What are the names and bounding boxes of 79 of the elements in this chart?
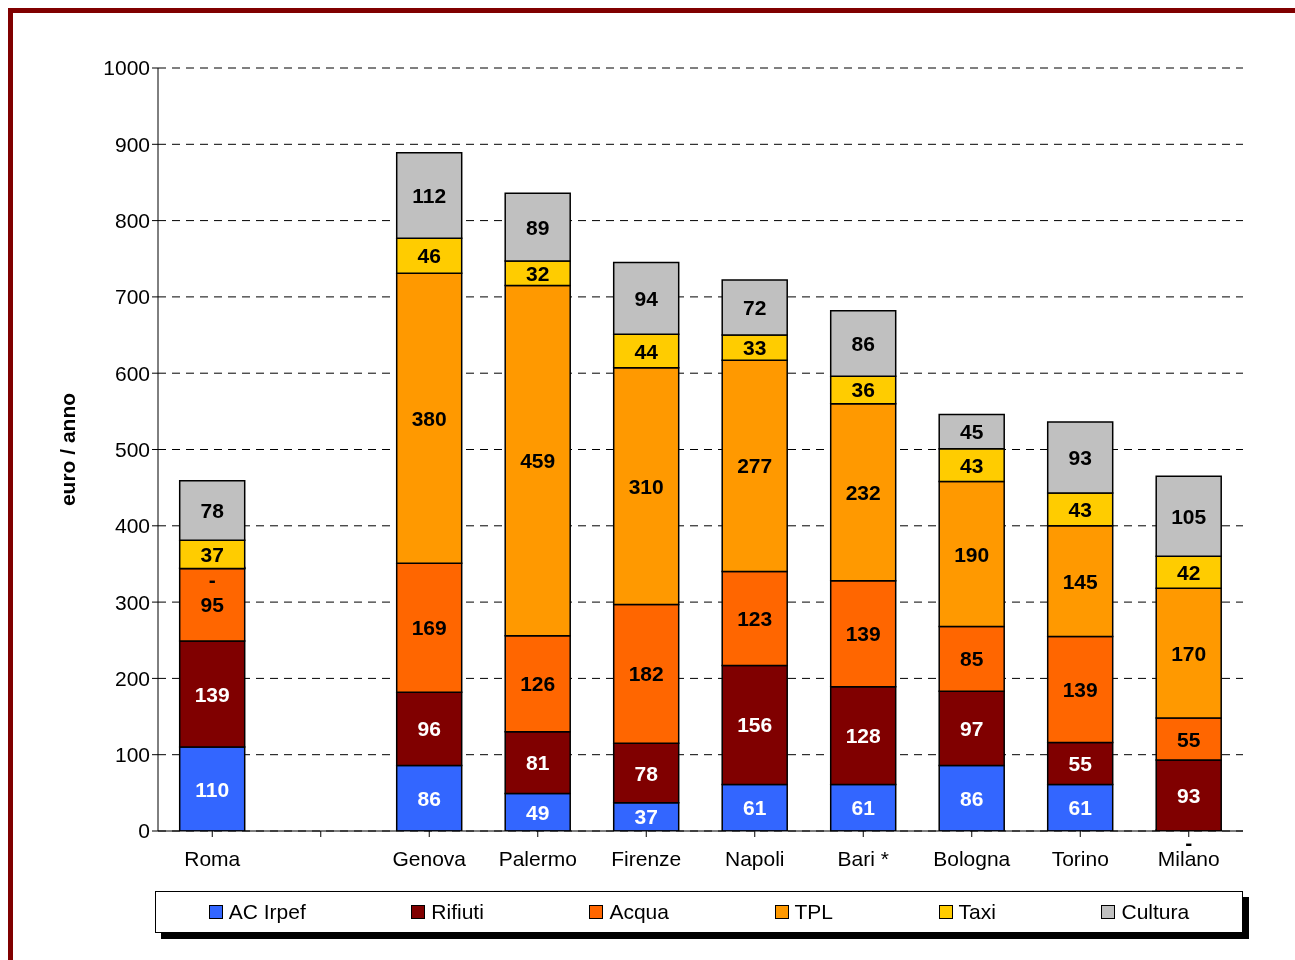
x-tick-label: Bari * xyxy=(837,846,889,870)
data-label: 44 xyxy=(634,339,659,363)
data-label: 86 xyxy=(960,786,984,810)
data-label: - xyxy=(208,568,216,592)
x-tick-label: Napoli xyxy=(724,846,785,870)
legend-label: Acqua xyxy=(609,900,669,924)
data-label: 37 xyxy=(634,805,658,829)
data-label: 277 xyxy=(737,454,773,478)
data-label: 145 xyxy=(1062,569,1099,593)
data-label: 61 xyxy=(1068,796,1093,820)
data-label: 89 xyxy=(526,215,550,239)
data-label: 95 xyxy=(200,593,225,617)
y-tick-label: 700 xyxy=(114,285,150,309)
data-label: 55 xyxy=(1177,727,1201,751)
data-label: 61 xyxy=(743,796,767,820)
y-tick-label: 800 xyxy=(114,209,150,233)
data-label: 86 xyxy=(851,331,875,355)
data-label: 156 xyxy=(737,713,773,737)
data-label: 37 xyxy=(200,542,224,566)
data-label: 42 xyxy=(1177,560,1201,584)
y-tick-label: 200 xyxy=(114,666,150,690)
data-label: 33 xyxy=(743,336,767,360)
data-label: 45 xyxy=(960,420,984,444)
data-label: 232 xyxy=(845,480,881,504)
y-axis-title: euro / anno xyxy=(56,392,80,507)
data-label: 123 xyxy=(737,607,773,630)
data-label: 43 xyxy=(960,453,984,477)
data-label: 459 xyxy=(520,449,556,473)
y-tick-label: 100 xyxy=(114,743,150,767)
data-label: 139 xyxy=(845,622,881,646)
data-label: 169 xyxy=(411,616,447,640)
data-label: 310 xyxy=(628,474,664,498)
data-label: 105 xyxy=(1171,504,1207,528)
legend-label: AC Irpef xyxy=(228,900,306,924)
data-label: 94 xyxy=(634,286,659,310)
data-label: 78 xyxy=(634,761,659,785)
x-tick-label: Torino xyxy=(1051,846,1109,870)
data-label: 55 xyxy=(1068,751,1093,775)
data-label: 72 xyxy=(743,296,767,320)
data-label: 128 xyxy=(845,724,882,748)
data-label: 93 xyxy=(1177,784,1201,808)
data-label: 139 xyxy=(1062,677,1098,701)
y-tick-label: 0 xyxy=(138,819,150,843)
data-label: 49 xyxy=(526,800,550,824)
x-tick-label: Genova xyxy=(392,846,467,870)
data-label: 97 xyxy=(960,716,984,740)
y-tick-label: 300 xyxy=(114,590,150,614)
data-label: 85 xyxy=(960,647,984,671)
legend-label: Cultura xyxy=(1121,900,1190,924)
data-label: 93 xyxy=(1068,446,1092,470)
data-label: 81 xyxy=(526,751,550,775)
data-label: 170 xyxy=(1171,641,1207,665)
data-label: 86 xyxy=(417,786,441,810)
data-label: 46 xyxy=(417,244,441,268)
data-label: 61 xyxy=(851,796,876,820)
y-tick-label: 1000 xyxy=(103,56,150,80)
data-label: 43 xyxy=(1068,497,1092,521)
data-label: 96 xyxy=(417,717,441,741)
legend-label: Rifiuti xyxy=(431,900,484,924)
data-label: 110 xyxy=(195,777,230,801)
x-tick-label: Bologna xyxy=(933,846,1011,870)
legend-label: TPL xyxy=(794,900,834,924)
data-label: 190 xyxy=(954,542,990,566)
data-label: 36 xyxy=(851,378,875,402)
y-tick-label: 500 xyxy=(114,437,150,461)
y-tick-label: 900 xyxy=(114,132,150,156)
legend-label: Taxi xyxy=(958,900,996,924)
data-label: 32 xyxy=(526,261,550,285)
y-tick-label: 400 xyxy=(114,514,150,538)
data-label: 112 xyxy=(412,183,447,207)
data-label: 380 xyxy=(411,406,447,430)
data-label: 78 xyxy=(200,499,225,523)
data-label: 139 xyxy=(194,682,230,706)
data-label: 126 xyxy=(520,672,556,696)
data-label: 182 xyxy=(628,662,664,686)
y-tick-label: 600 xyxy=(114,361,150,385)
x-tick-label: Palermo xyxy=(498,846,577,870)
x-tick-label: Firenze xyxy=(611,846,682,870)
x-tick-label: Roma xyxy=(184,846,241,870)
